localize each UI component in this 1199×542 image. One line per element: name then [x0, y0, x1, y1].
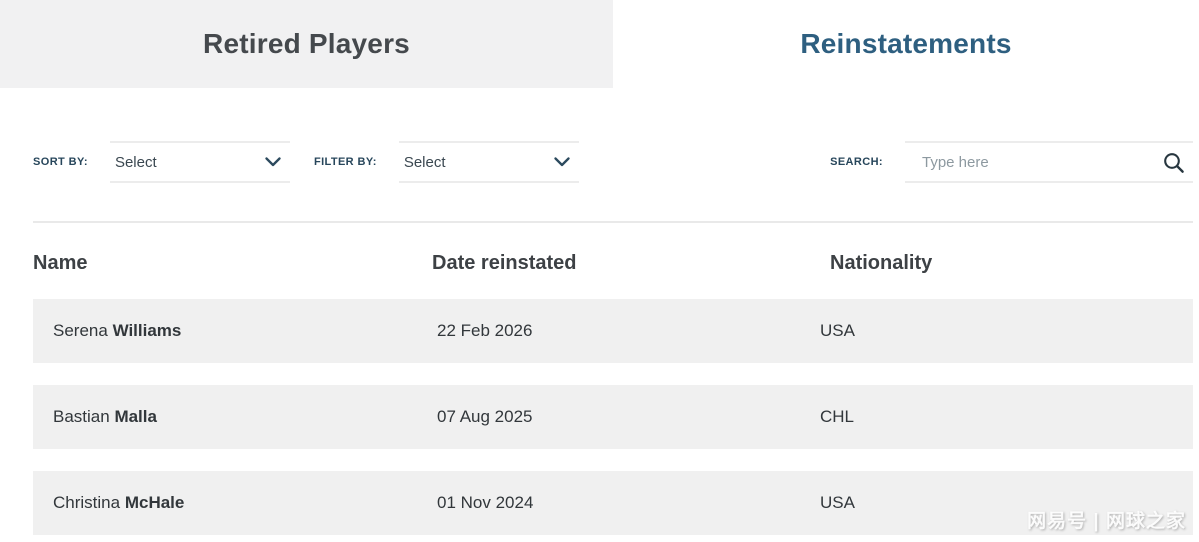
table-header-row: Name Date reinstated Nationality [33, 223, 1193, 299]
column-header-name: Name [33, 252, 88, 274]
table-row[interactable]: Bastian Malla 07 Aug 2025 CHL [33, 385, 1193, 449]
divider [33, 221, 1193, 223]
search-icon [1164, 152, 1184, 173]
search-box [905, 141, 1193, 183]
player-first-name: Bastian [53, 407, 110, 426]
player-first-name: Christina [53, 493, 121, 512]
player-name-cell: Christina McHale [33, 493, 437, 513]
sort-select-value: Select [114, 153, 157, 171]
player-first-name: Serena [53, 321, 108, 340]
search-group: SEARCH: [830, 141, 1193, 183]
tab-reinstatements[interactable]: Reinstatements [613, 0, 1199, 88]
column-header-date-reinstated: Date reinstated [432, 252, 577, 274]
chevron-down-icon [265, 157, 281, 167]
chevron-down-icon [554, 157, 570, 167]
table-row[interactable]: Serena Williams 22 Feb 2026 USA [33, 299, 1193, 363]
column-header-nationality: Nationality [830, 252, 933, 274]
sort-select[interactable]: Select [109, 141, 290, 183]
search-input[interactable] [920, 152, 1162, 172]
date-reinstated-cell: 22 Feb 2026 [437, 321, 533, 340]
player-last-name: Williams [112, 321, 182, 340]
table-row[interactable]: Christina McHale 01 Nov 2024 USA [33, 471, 1193, 535]
tab-bar: Retired Players Reinstatements [0, 0, 1199, 88]
nationality-cell: USA [820, 493, 855, 512]
nationality-cell: USA [820, 321, 855, 340]
filter-bar: SORT BY: Select FILTER BY: Select SEARCH… [33, 141, 1193, 183]
filter-select[interactable]: Select [398, 141, 579, 183]
search-button[interactable] [1162, 151, 1185, 174]
filter-by-label: FILTER BY: [313, 156, 377, 168]
date-reinstated-cell: 01 Nov 2024 [437, 493, 534, 512]
tab-retired-players[interactable]: Retired Players [0, 0, 613, 88]
main-content: SORT BY: Select FILTER BY: Select SEARCH… [33, 141, 1193, 535]
filter-select-value: Select [403, 153, 446, 171]
date-reinstated-cell: 07 Aug 2025 [437, 407, 533, 426]
player-name-cell: Serena Williams [33, 321, 437, 341]
search-label: SEARCH: [830, 156, 883, 168]
player-last-name: Malla [114, 407, 157, 426]
sort-by-label: SORT BY: [33, 156, 88, 168]
player-last-name: McHale [124, 493, 185, 512]
nationality-cell: CHL [820, 407, 855, 426]
player-name-cell: Bastian Malla [33, 407, 437, 427]
